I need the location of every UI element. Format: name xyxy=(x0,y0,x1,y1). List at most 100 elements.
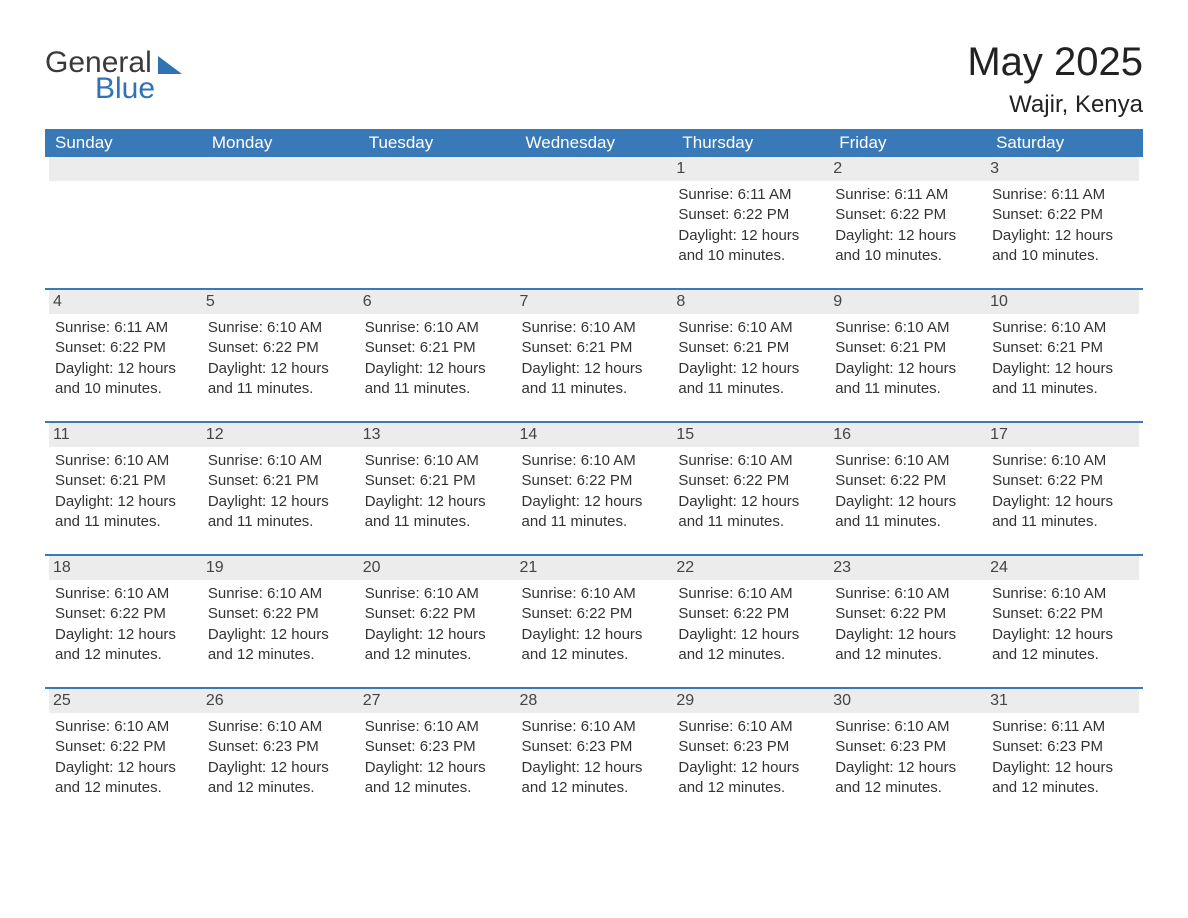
calendar-day-cell: 5 Sunrise: 6:10 AMSunset: 6:22 PMDaylight… xyxy=(202,289,359,422)
day-detail: Sunrise: 6:10 AMSunset: 6:23 PMDaylight:… xyxy=(835,717,980,798)
day-number-bar: 2 xyxy=(829,157,986,181)
day-number-bar-empty xyxy=(516,157,673,181)
calendar-day-cell: 1 Sunrise: 6:11 AMSunset: 6:22 PMDaylight… xyxy=(672,157,829,289)
calendar-day-cell: 4 Sunrise: 6:11 AMSunset: 6:22 PMDaylight… xyxy=(45,289,202,422)
logo: General Blue xyxy=(45,46,182,106)
day-number-bar-empty xyxy=(202,157,359,181)
day-detail: Sunrise: 6:10 AMSunset: 6:21 PMDaylight:… xyxy=(678,318,823,399)
weekday-header: Thursday xyxy=(672,129,829,157)
day-detail: Sunrise: 6:10 AMSunset: 6:22 PMDaylight:… xyxy=(208,584,353,665)
day-number-bar: 21 xyxy=(516,556,673,580)
day-detail: Sunrise: 6:10 AMSunset: 6:22 PMDaylight:… xyxy=(678,584,823,665)
day-number-bar: 12 xyxy=(202,423,359,447)
day-number-bar: 18 xyxy=(49,556,202,580)
calendar-day-cell: 27Sunrise: 6:10 AMSunset: 6:23 PMDayligh… xyxy=(359,688,516,820)
day-number-bar: 5 xyxy=(202,290,359,314)
day-number-bar: 17 xyxy=(986,423,1139,447)
calendar-day-cell: 2 Sunrise: 6:11 AMSunset: 6:22 PMDaylight… xyxy=(829,157,986,289)
day-number-bar: 1 xyxy=(672,157,829,181)
day-detail: Sunrise: 6:10 AMSunset: 6:22 PMDaylight:… xyxy=(208,318,353,399)
calendar-day-cell: 26Sunrise: 6:10 AMSunset: 6:23 PMDayligh… xyxy=(202,688,359,820)
weekday-header: Monday xyxy=(202,129,359,157)
day-detail: Sunrise: 6:10 AMSunset: 6:22 PMDaylight:… xyxy=(992,451,1133,532)
calendar-week-row: 4 Sunrise: 6:11 AMSunset: 6:22 PMDaylight… xyxy=(45,289,1143,422)
calendar-day-cell: 30Sunrise: 6:10 AMSunset: 6:23 PMDayligh… xyxy=(829,688,986,820)
day-number-bar: 25 xyxy=(49,689,202,713)
day-detail: Sunrise: 6:11 AMSunset: 6:22 PMDaylight:… xyxy=(835,185,980,266)
day-number-bar: 9 xyxy=(829,290,986,314)
day-number-bar: 8 xyxy=(672,290,829,314)
calendar-day-cell xyxy=(202,157,359,289)
day-detail: Sunrise: 6:11 AMSunset: 6:23 PMDaylight:… xyxy=(992,717,1133,798)
day-detail: Sunrise: 6:10 AMSunset: 6:22 PMDaylight:… xyxy=(365,584,510,665)
day-detail: Sunrise: 6:11 AMSunset: 6:22 PMDaylight:… xyxy=(55,318,196,399)
calendar-week-row: 18Sunrise: 6:10 AMSunset: 6:22 PMDayligh… xyxy=(45,555,1143,688)
calendar-day-cell: 24 Sunrise: 6:10 AMSunset: 6:22 PMDayligh… xyxy=(986,555,1143,688)
day-detail: Sunrise: 6:10 AMSunset: 6:21 PMDaylight:… xyxy=(522,318,667,399)
day-number-bar: 4 xyxy=(49,290,202,314)
day-detail: Sunrise: 6:10 AMSunset: 6:21 PMDaylight:… xyxy=(365,318,510,399)
day-detail: Sunrise: 6:10 AMSunset: 6:22 PMDaylight:… xyxy=(835,584,980,665)
calendar-day-cell: 12 Sunrise: 6:10 AMSunset: 6:21 PMDayligh… xyxy=(202,422,359,555)
calendar-day-cell: 31 Sunrise: 6:11 AMSunset: 6:23 PMDayligh… xyxy=(986,688,1143,820)
calendar-day-cell xyxy=(359,157,516,289)
calendar-day-cell: 23Sunrise: 6:10 AMSunset: 6:22 PMDayligh… xyxy=(829,555,986,688)
day-number-bar: 24 xyxy=(986,556,1139,580)
weekday-header-row: Sunday Monday Tuesday Wednesday Thursday… xyxy=(45,129,1143,157)
calendar-week-row: 11Sunrise: 6:10 AMSunset: 6:21 PMDayligh… xyxy=(45,422,1143,555)
day-number-bar: 6 xyxy=(359,290,516,314)
calendar-day-cell xyxy=(516,157,673,289)
day-number-bar: 28 xyxy=(516,689,673,713)
day-number-bar: 31 xyxy=(986,689,1139,713)
logo-word-blue: Blue xyxy=(95,72,182,106)
calendar-day-cell: 20Sunrise: 6:10 AMSunset: 6:22 PMDayligh… xyxy=(359,555,516,688)
day-detail: Sunrise: 6:10 AMSunset: 6:21 PMDaylight:… xyxy=(835,318,980,399)
calendar-day-cell: 8 Sunrise: 6:10 AMSunset: 6:21 PMDaylight… xyxy=(672,289,829,422)
calendar-day-cell: 28 Sunrise: 6:10 AMSunset: 6:23 PMDayligh… xyxy=(516,688,673,820)
calendar-day-cell: 11Sunrise: 6:10 AMSunset: 6:21 PMDayligh… xyxy=(45,422,202,555)
day-number-bar: 15 xyxy=(672,423,829,447)
calendar-day-cell: 18 Sunrise: 6:10 AMSunset: 6:22 PMDayligh… xyxy=(45,555,202,688)
weekday-header: Sunday xyxy=(45,129,202,157)
calendar-week-row: 25Sunrise: 6:10 AMSunset: 6:22 PMDayligh… xyxy=(45,688,1143,820)
calendar-day-cell: 16 Sunrise: 6:10 AMSunset: 6:22 PMDayligh… xyxy=(829,422,986,555)
day-detail: Sunrise: 6:10 AMSunset: 6:21 PMDaylight:… xyxy=(365,451,510,532)
weekday-header: Friday xyxy=(829,129,986,157)
calendar-day-cell: 9 Sunrise: 6:10 AMSunset: 6:21 PMDaylight… xyxy=(829,289,986,422)
day-number-bar: 13 xyxy=(359,423,516,447)
day-detail: Sunrise: 6:10 AMSunset: 6:22 PMDaylight:… xyxy=(522,451,667,532)
day-number-bar: 11 xyxy=(49,423,202,447)
page-header: General Blue May 2025 Wajir, Kenya xyxy=(45,40,1143,119)
day-number-bar: 16 xyxy=(829,423,986,447)
calendar-day-cell: 3Sunrise: 6:11 AMSunset: 6:22 PMDaylight… xyxy=(986,157,1143,289)
calendar-day-cell: 6 Sunrise: 6:10 AMSunset: 6:21 PMDaylight… xyxy=(359,289,516,422)
day-detail: Sunrise: 6:10 AMSunset: 6:22 PMDaylight:… xyxy=(678,451,823,532)
month-title: May 2025 xyxy=(967,40,1143,85)
calendar-day-cell: 29 Sunrise: 6:10 AMSunset: 6:23 PMDayligh… xyxy=(672,688,829,820)
title-block: May 2025 Wajir, Kenya xyxy=(967,40,1143,119)
calendar-day-cell: 14Sunrise: 6:10 AMSunset: 6:22 PMDayligh… xyxy=(516,422,673,555)
calendar-day-cell: 17 Sunrise: 6:10 AMSunset: 6:22 PMDayligh… xyxy=(986,422,1143,555)
day-detail: Sunrise: 6:10 AMSunset: 6:22 PMDaylight:… xyxy=(992,584,1133,665)
day-number-bar: 3 xyxy=(986,157,1139,181)
calendar-week-row: 1Sunrise: 6:11 AMSunset: 6:22 PMDaylight… xyxy=(45,157,1143,289)
calendar-day-cell: 13 Sunrise: 6:10 AMSunset: 6:21 PMDayligh… xyxy=(359,422,516,555)
day-detail: Sunrise: 6:11 AMSunset: 6:22 PMDaylight:… xyxy=(678,185,823,266)
location-label: Wajir, Kenya xyxy=(967,91,1143,119)
day-number-bar: 26 xyxy=(202,689,359,713)
calendar-day-cell: 22Sunrise: 6:10 AMSunset: 6:22 PMDayligh… xyxy=(672,555,829,688)
day-detail: Sunrise: 6:10 AMSunset: 6:21 PMDaylight:… xyxy=(208,451,353,532)
calendar-day-cell: 7 Sunrise: 6:10 AMSunset: 6:21 PMDaylight… xyxy=(516,289,673,422)
day-detail: Sunrise: 6:10 AMSunset: 6:22 PMDaylight:… xyxy=(835,451,980,532)
day-number-bar: 7 xyxy=(516,290,673,314)
day-number-bar: 29 xyxy=(672,689,829,713)
calendar-table: Sunday Monday Tuesday Wednesday Thursday… xyxy=(45,129,1143,820)
calendar-day-cell: 15 Sunrise: 6:10 AMSunset: 6:22 PMDayligh… xyxy=(672,422,829,555)
calendar-day-cell xyxy=(45,157,202,289)
day-detail: Sunrise: 6:10 AMSunset: 6:23 PMDaylight:… xyxy=(522,717,667,798)
day-detail: Sunrise: 6:10 AMSunset: 6:22 PMDaylight:… xyxy=(55,584,196,665)
calendar-body: 1Sunrise: 6:11 AMSunset: 6:22 PMDaylight… xyxy=(45,157,1143,820)
day-number-bar: 19 xyxy=(202,556,359,580)
day-detail: Sunrise: 6:10 AMSunset: 6:23 PMDaylight:… xyxy=(678,717,823,798)
logo-triangle-icon xyxy=(158,56,182,74)
